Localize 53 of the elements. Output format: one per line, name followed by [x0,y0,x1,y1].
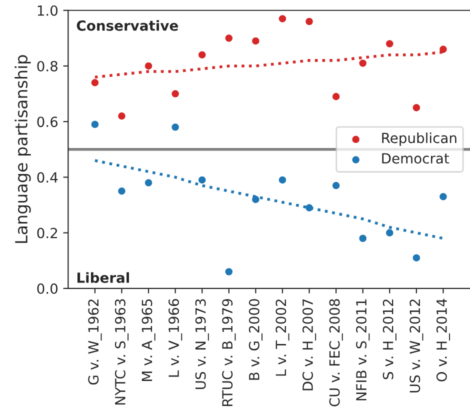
point [91,79,99,86]
point [118,112,126,120]
y-tick-label: 1.0 [38,5,58,16]
point [359,60,366,67]
y-axis-title: Language partisanship [14,55,31,243]
point [172,90,179,98]
point [440,46,447,53]
point [278,176,286,184]
point [172,124,179,131]
x-tick-label: G v. W_1962 [88,300,102,385]
x-tick-label: O v. H_2014 [436,298,450,382]
point [91,120,99,128]
point [332,92,340,100]
point [278,15,286,22]
y-tick-label: 0.8 [37,60,58,72]
point [198,176,206,184]
point [306,18,313,26]
x-tick-label: DC v. H_2007 [302,299,316,390]
x-tick-label: US v. N_1973 [195,299,209,389]
y-tick-label: 0.4 [37,172,58,183]
x-tick-label: L v. T_2002 [276,300,290,376]
y-tick-label: 0.6 [37,116,58,128]
y-tick-label: 0.0 [37,283,58,294]
point [412,254,420,262]
annotation: Conservative [76,20,178,31]
x-tick-label: CU v. FEC_2008 [329,299,343,406]
point [198,51,206,59]
x-tick-label: US v. W_2012 [410,300,424,392]
x-tick-label: B v. G_2000 [248,299,262,380]
point [144,179,152,186]
point [252,196,260,204]
point [225,268,233,276]
point [359,234,366,242]
annotation: Liberal [77,272,129,283]
point [252,37,260,45]
point [225,34,233,42]
point [306,204,313,212]
point [332,182,340,190]
x-tick-label: NFIB v. S_2011 [356,299,370,400]
point [440,193,447,200]
legend-label: Democrat [382,153,450,164]
x-tick-label: NYTC v. S_1963 [114,299,129,405]
point [386,229,394,236]
point [144,62,152,70]
y-tick-label: 0.2 [37,228,58,238]
x-tick-label: RTUC v. B_1979 [222,299,236,406]
legend-label: Republican [382,132,456,146]
point [412,104,420,112]
x-tick-label: M v. A_1965 [142,299,156,381]
x-tick-label: S v. H_2012 [382,300,396,380]
x-tick-label: L v. V_1966 [168,299,182,377]
point [118,187,126,195]
point [386,40,394,48]
